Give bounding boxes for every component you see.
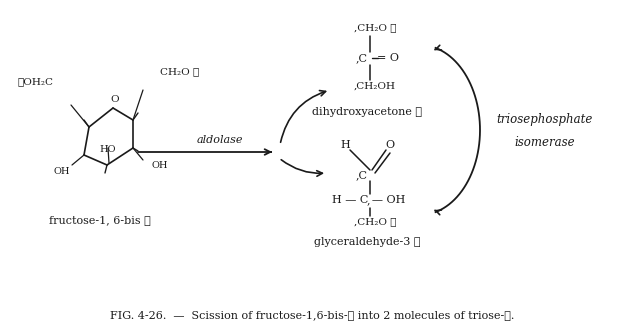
Text: FIG. 4-26.  —  Scission of fructose-1,6-bis-ⓟ into 2 molecules of triose-ⓟ.: FIG. 4-26. — Scission of fructose-1,6-bi… xyxy=(110,310,514,320)
Text: ,CH₂O ⓟ: ,CH₂O ⓟ xyxy=(354,24,396,33)
Text: OH: OH xyxy=(54,167,71,175)
Text: ,: , xyxy=(366,195,370,205)
Text: H — C — OH: H — C — OH xyxy=(332,195,406,205)
Text: ,CH₂OH: ,CH₂OH xyxy=(354,82,396,90)
Text: ⓟOH₂C: ⓟOH₂C xyxy=(18,78,54,86)
Text: fructose-1, 6-bis ⓟ: fructose-1, 6-bis ⓟ xyxy=(49,215,151,225)
Text: ,C: ,C xyxy=(356,170,368,180)
Text: CH₂O ⓟ: CH₂O ⓟ xyxy=(160,68,199,77)
Text: H: H xyxy=(340,140,350,150)
Text: ,C: ,C xyxy=(356,53,368,63)
Text: = O: = O xyxy=(377,53,399,63)
Text: triosephosphate: triosephosphate xyxy=(497,114,593,126)
Text: HO: HO xyxy=(100,145,116,155)
Text: OH: OH xyxy=(151,162,167,170)
Text: ,CH₂O ⓟ: ,CH₂O ⓟ xyxy=(354,217,396,226)
Text: O: O xyxy=(386,140,394,150)
Text: glyceraldehyde-3 ⓟ: glyceraldehyde-3 ⓟ xyxy=(314,237,420,247)
Text: O: O xyxy=(110,95,119,104)
Text: aldolase: aldolase xyxy=(197,135,243,145)
Text: isomerase: isomerase xyxy=(515,135,575,149)
Text: dihydroxyacetone ⓟ: dihydroxyacetone ⓟ xyxy=(312,107,422,117)
